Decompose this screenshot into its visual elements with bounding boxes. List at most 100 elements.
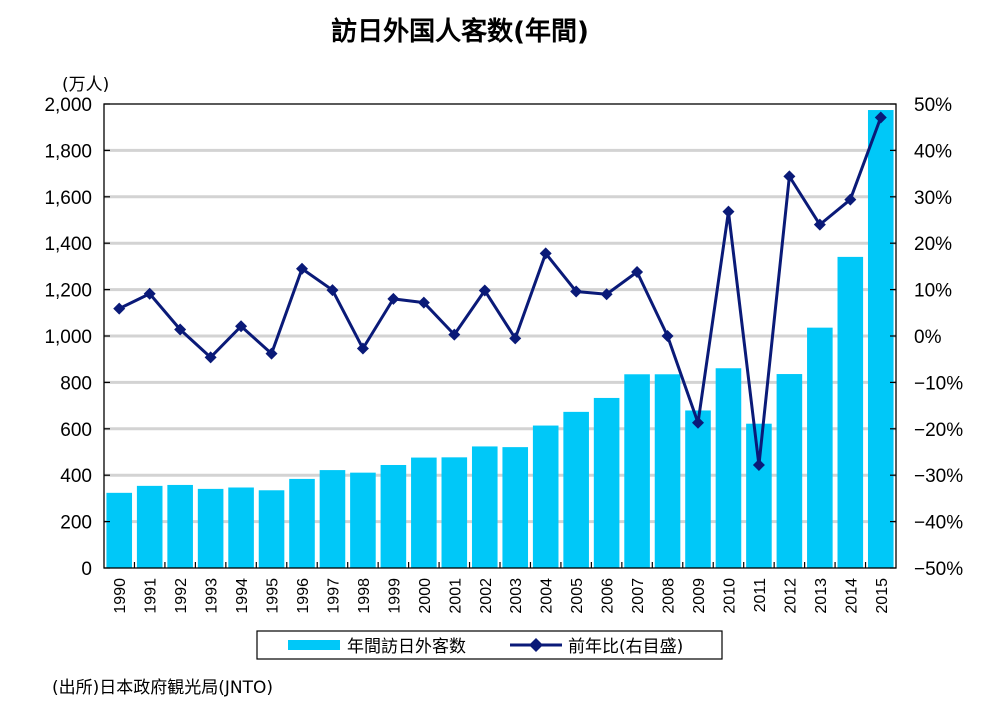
bar xyxy=(807,327,833,568)
x-axis-tick-labels: 1990 1991 1992 1993 1994 1995 1996 1997 1998 1999… xyxy=(112,578,891,614)
x-axis-tick-label: 1994 xyxy=(234,578,251,614)
x-axis-tick-label: 1990 xyxy=(112,578,129,614)
bar xyxy=(167,484,193,568)
yoy-marker xyxy=(570,285,583,298)
right-axis-tick-label: −50% xyxy=(914,559,963,580)
x-axis-tick-label: 2015 xyxy=(874,578,891,614)
x-axis-tick-label: 2008 xyxy=(661,578,678,614)
right-axis-tick-label: −10% xyxy=(914,373,963,394)
left-axis-tick-label: 1,200 xyxy=(44,281,92,302)
left-axis-tick-label: 0 xyxy=(81,559,92,580)
x-axis-tick-label: 2002 xyxy=(478,578,495,614)
x-axis-tick-label: 1993 xyxy=(204,578,221,614)
bar xyxy=(471,446,498,568)
left-axis-unit-label: (万人) xyxy=(62,75,109,95)
bar xyxy=(776,374,803,568)
left-axis-tick-label: 200 xyxy=(60,513,92,534)
right-axis-tick-label: 50% xyxy=(914,95,952,116)
yoy-marker xyxy=(265,347,278,360)
yoy-marker xyxy=(326,284,339,297)
x-axis-tick-label: 2006 xyxy=(600,578,617,614)
bar xyxy=(319,470,346,568)
yoy-marker xyxy=(631,265,644,278)
right-axis-tick-label: −20% xyxy=(914,420,963,441)
x-axis-tick-label: 1992 xyxy=(173,578,190,614)
bar xyxy=(654,374,681,568)
bar xyxy=(532,425,559,568)
yoy-marker xyxy=(813,218,826,231)
left-axis-tick-label: 1,800 xyxy=(44,141,92,162)
bar xyxy=(837,256,864,568)
right-axis-tick-label: 0% xyxy=(914,327,942,348)
x-axis-tick-label: 1995 xyxy=(265,578,282,614)
bar xyxy=(685,410,711,568)
left-axis-tick-label: 1,400 xyxy=(44,234,92,255)
x-axis-tick-label: 1996 xyxy=(295,578,312,614)
bar xyxy=(746,423,772,568)
yoy-marker xyxy=(387,292,400,305)
yoy-marker xyxy=(174,323,187,336)
right-axis-tick-label: −30% xyxy=(914,466,963,487)
x-axis-tick-label: 2001 xyxy=(447,578,464,614)
bar xyxy=(715,368,742,568)
yoy-marker xyxy=(356,342,369,355)
bar xyxy=(197,488,224,568)
yoy-marker xyxy=(783,170,796,183)
left-axis-tick-label: 1,000 xyxy=(44,327,92,348)
x-axis-tick-label: 1999 xyxy=(386,578,403,614)
left-axis-tick-label: 400 xyxy=(60,466,92,487)
bar xyxy=(380,464,407,568)
right-axis-tick-label: 30% xyxy=(914,188,952,209)
left-axis-tick-labels: 0 200 400 600 800 1,000 1,200 1,400 1,600 1,800 2,… xyxy=(44,95,92,580)
x-axis-tick-label: 2012 xyxy=(782,578,799,614)
legend-swatch-marker xyxy=(529,638,543,652)
x-axis-tick-label: 2011 xyxy=(752,578,769,613)
x-axis-tick-label: 2003 xyxy=(508,578,525,614)
bar-series xyxy=(106,110,894,569)
yoy-marker xyxy=(296,262,308,275)
x-axis-tick-label: 1998 xyxy=(356,578,373,614)
bar xyxy=(563,411,589,568)
yoy-marker xyxy=(417,296,430,309)
yoy-marker xyxy=(539,247,552,260)
left-axis-tick-label: 1,600 xyxy=(44,188,92,209)
left-axis-tick-label: 600 xyxy=(60,420,92,441)
bar xyxy=(624,374,650,568)
source-note: (出所)日本政府観光局(JNTO) xyxy=(52,678,273,698)
yoy-marker xyxy=(661,330,674,342)
yoy-marker xyxy=(722,205,735,218)
line-series xyxy=(113,111,887,471)
bar xyxy=(593,397,620,568)
yoy-marker xyxy=(752,458,765,471)
yoy-marker xyxy=(600,288,613,301)
bar xyxy=(411,457,437,568)
bar xyxy=(441,457,468,568)
x-axis-tick-label: 2014 xyxy=(843,578,860,614)
right-axis-tick-label: 20% xyxy=(914,234,952,255)
x-axis-tick-label: 2000 xyxy=(417,578,434,614)
yoy-marker xyxy=(204,351,217,364)
x-axis-tick-label: 2007 xyxy=(630,578,647,614)
yoy-line xyxy=(118,116,883,467)
bar xyxy=(258,490,285,568)
bar xyxy=(867,110,894,569)
yoy-marker xyxy=(143,287,156,300)
legend: 年間訪日外客数 前年比(右目盛) xyxy=(256,630,723,660)
gridlines xyxy=(104,148,896,524)
yoy-marker xyxy=(844,193,857,206)
yoy-marker xyxy=(235,320,248,333)
right-axis-tick-label: −40% xyxy=(914,513,963,534)
x-axis-tick-label: 1997 xyxy=(325,578,342,614)
yoy-marker xyxy=(478,284,491,297)
legend-label-bar: 年間訪日外客数 xyxy=(347,637,466,657)
yoy-marker xyxy=(874,111,887,124)
legend-swatch-bar xyxy=(288,640,340,650)
x-axis-tick-label: 2013 xyxy=(813,578,830,614)
right-axis-tick-labels: −50% −40% −30% −20% −10% 0% 10% 20% 30% 40% 50% xyxy=(914,95,963,580)
yoy-marker xyxy=(448,328,461,341)
bar xyxy=(289,478,315,568)
x-axis-tick-label: 2005 xyxy=(569,578,586,614)
yoy-marker xyxy=(692,416,704,429)
bar xyxy=(350,472,376,568)
